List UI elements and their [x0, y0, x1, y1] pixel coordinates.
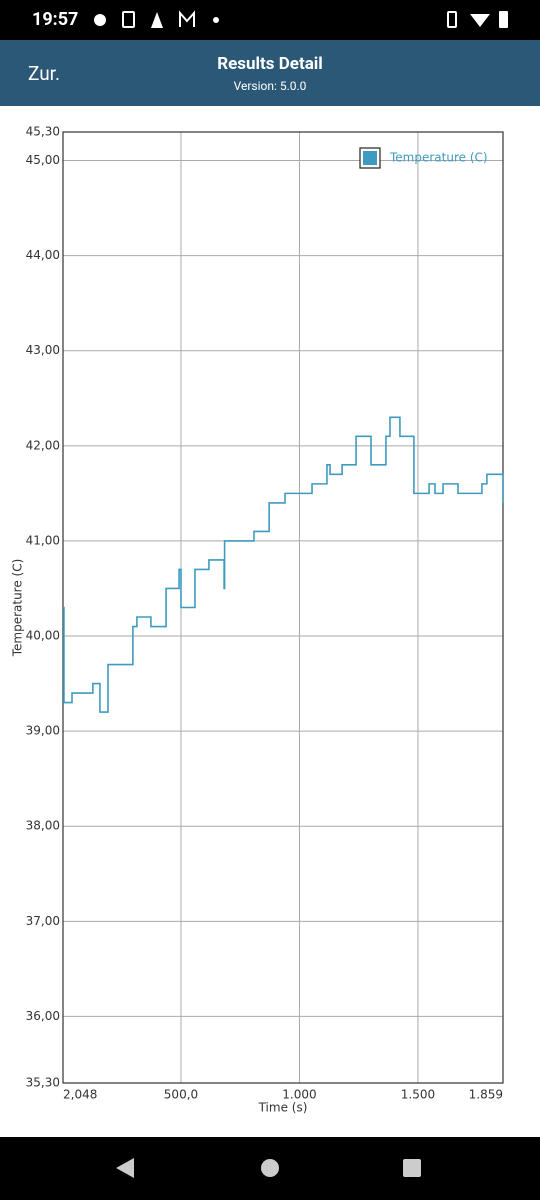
back-button[interactable]: Zur. — [28, 62, 60, 85]
x-axis-label: Time (s) — [258, 1101, 308, 1115]
x-tick-label: 500,0 — [164, 1088, 198, 1102]
y-tick-label: 43,00 — [26, 343, 60, 357]
legend-label: Temperature (C) — [389, 151, 488, 165]
x-tick-label: 1.500 — [401, 1088, 435, 1102]
status-icons — [94, 10, 508, 28]
app-bar: Zur. Results Detail Version: 5.0.0 — [0, 40, 540, 106]
x-tick-label: 1.859 — [469, 1088, 503, 1102]
y-tick-label: 45,00 — [26, 153, 60, 167]
legend-swatch — [363, 151, 377, 165]
y-tick-label: 35,30 — [26, 1076, 60, 1090]
x-tick-label: 1.000 — [282, 1088, 316, 1102]
y-tick-label: 38,00 — [26, 819, 60, 833]
nav-icons — [116, 1158, 421, 1178]
clock: 19:57 — [32, 9, 79, 30]
plot-frame — [62, 131, 504, 1084]
nav-recents[interactable] — [403, 1159, 421, 1177]
nav-back[interactable] — [116, 1158, 134, 1178]
y-tick-label: 39,00 — [26, 724, 60, 738]
chart: 35,30 36,00 37,00 38,00 39,00 40,00 41,00 42,00… — [11, 125, 504, 1115]
app-title: Results Detail — [217, 54, 323, 74]
x-tick-label: 2,048 — [63, 1088, 97, 1102]
y-tick-label: 36,00 — [26, 1009, 60, 1023]
nav-bar — [0, 1137, 540, 1200]
y-tick-label: 37,00 — [26, 914, 60, 928]
status-bar: 19:57 — [0, 0, 540, 40]
y-tick-label: 42,00 — [26, 438, 60, 452]
app-subtitle: Version: 5.0.0 — [233, 79, 307, 93]
data-line — [63, 416, 504, 713]
y-tick-label: 45,30 — [26, 125, 60, 139]
y-tick-label: 41,00 — [26, 533, 60, 547]
y-tick-label: 44,00 — [26, 248, 60, 262]
y-axis-label: Temperature (C) — [11, 559, 25, 658]
y-tick-label: 40,00 — [26, 629, 60, 643]
nav-home[interactable] — [261, 1159, 279, 1177]
